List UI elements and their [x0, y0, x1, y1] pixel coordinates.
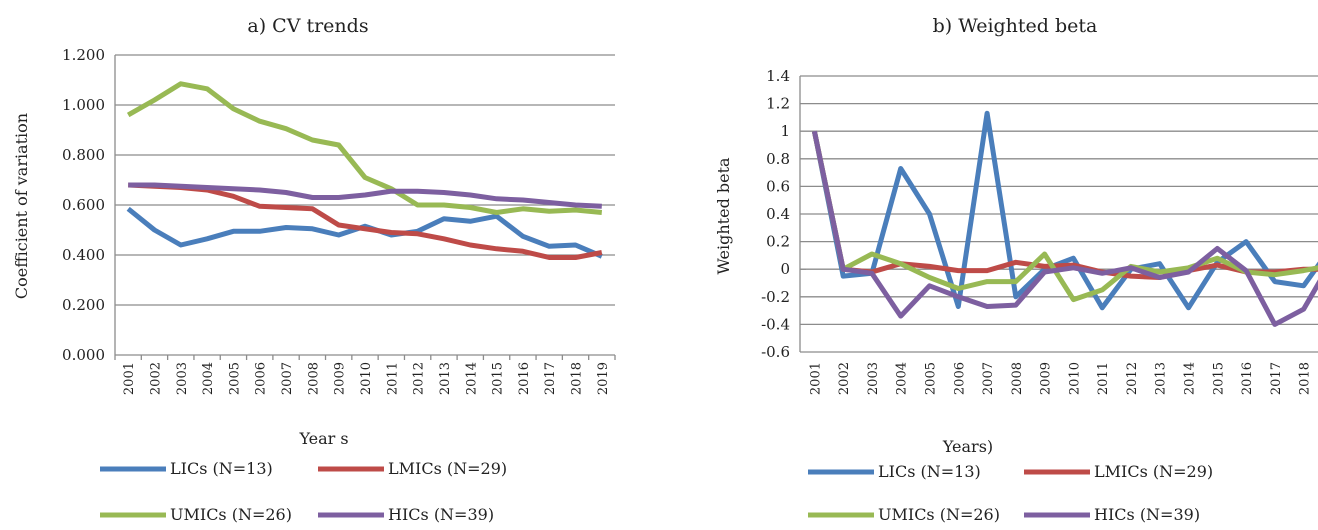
panel-a-y-axis-label: Coefficient of variation	[12, 113, 31, 299]
legend-label: LMICs (N=29)	[1094, 462, 1213, 481]
panel-a-legend: LICs (N=13) LMICs (N=29) UMICs (N=26) HICs …	[100, 459, 507, 524]
y-tick-label: 1.000	[62, 96, 105, 114]
legend-label: UMICs (N=26)	[878, 505, 1000, 524]
legend-label: HICs (N=39)	[388, 505, 494, 524]
y-tick-label: 0.000	[62, 346, 105, 364]
panel-a-x-axis-label: Year s	[298, 429, 348, 448]
y-tick-label: 0.8	[766, 150, 790, 168]
x-tick-label: 2010	[1067, 362, 1082, 395]
panel-b-y-axis-label: Weighted beta	[714, 157, 733, 275]
series-line-hics	[811, 130, 1318, 327]
legend-label: LMICs (N=29)	[388, 459, 507, 478]
x-tick-label: 2013	[438, 362, 453, 395]
x-tick-label: 2018	[1298, 362, 1313, 395]
panel-b-x-tick-labels: 2001 2002 2003 2004 2005 2006 2007 2008 2009 2010…	[808, 362, 1312, 395]
x-tick-label: 2008	[1010, 362, 1025, 395]
y-tick-label: 0	[780, 260, 790, 278]
x-tick-label: 2004	[895, 362, 910, 395]
panel-b-title: b) Weighted beta	[933, 15, 1098, 37]
panel-a-series-lines	[126, 81, 603, 260]
panel-b-legend: LICs (N=13) LMICs (N=29) UMICs (N=26) HICs …	[808, 462, 1213, 524]
y-tick-label: -0.2	[761, 288, 790, 306]
x-tick-label: 2012	[1125, 362, 1140, 395]
y-tick-label: -0.4	[761, 315, 790, 333]
x-tick-label: 2007	[280, 362, 295, 395]
panel-b-weighted-beta: b) Weighted beta -0.6 -0.4 -0.2 0 0.2 0.4 0.6 0…	[714, 15, 1318, 524]
y-tick-label: 0.800	[62, 146, 105, 164]
legend-label: LICs (N=13)	[878, 462, 981, 481]
panel-a-cv-trends: a) CV trends 0.000 0.200 0.400 0.600 0.800 1.…	[12, 15, 616, 524]
y-tick-label: 0.200	[62, 296, 105, 314]
x-tick-label: 2007	[981, 362, 996, 395]
x-tick-label: 2014	[1183, 362, 1198, 395]
panel-b-x-axis-label: Years)	[942, 437, 993, 456]
y-tick-label: 1.4	[766, 67, 790, 85]
x-tick-label: 2017	[543, 362, 558, 395]
legend-label: LICs (N=13)	[170, 459, 273, 478]
panel-a-gridlines	[114, 54, 616, 360]
y-tick-label: 0.6	[766, 177, 790, 195]
panel-a-x-tick-labels: 2001 2002 2003 2004 2005 2006 2007 2008 2009 2010…	[122, 362, 611, 395]
x-tick-label: 2006	[254, 362, 269, 395]
series-line-hics	[128, 182, 602, 209]
y-tick-label: 0.400	[62, 246, 105, 264]
x-tick-label: 2006	[952, 362, 967, 395]
y-tick-label: -0.6	[761, 343, 790, 361]
legend-label: UMICs (N=26)	[170, 505, 292, 524]
x-tick-label: 2009	[1039, 362, 1054, 395]
y-tick-label: 0.600	[62, 196, 105, 214]
x-tick-label: 2019	[596, 362, 611, 395]
x-tick-label: 2013	[1154, 362, 1169, 395]
panel-b-series-lines	[811, 110, 1318, 327]
x-tick-label: 2002	[837, 362, 852, 395]
series-line-lics	[126, 206, 603, 259]
x-tick-label: 2015	[491, 362, 506, 395]
x-tick-label: 2016	[517, 362, 532, 395]
x-tick-label: 2001	[808, 362, 823, 395]
x-tick-label: 2002	[148, 362, 163, 395]
panel-a-y-tick-labels: 0.000 0.200 0.400 0.600 0.800 1.000 1.200	[62, 46, 105, 364]
x-tick-label: 2008	[306, 362, 321, 395]
x-tick-label: 2011	[385, 362, 400, 395]
x-tick-label: 2012	[412, 362, 427, 395]
y-tick-label: 1.200	[62, 46, 105, 64]
x-tick-label: 2004	[201, 362, 216, 395]
x-tick-label: 2001	[122, 362, 137, 395]
x-tick-label: 2018	[570, 362, 585, 395]
y-tick-label: 0.4	[766, 205, 790, 223]
x-tick-label: 2003	[175, 362, 190, 395]
legend-label: HICs (N=39)	[1094, 505, 1200, 524]
panel-b-y-tick-labels: -0.6 -0.4 -0.2 0 0.2 0.4 0.6 0.8 1 1.2 1.4	[761, 67, 790, 361]
panel-b-gridlines	[799, 75, 1318, 353]
y-tick-label: 1	[780, 122, 790, 140]
y-tick-label: 0.2	[766, 233, 790, 251]
series-line-lics	[811, 110, 1318, 311]
x-tick-label: 2014	[464, 362, 479, 395]
x-tick-label: 2005	[227, 362, 242, 395]
y-tick-label: 1.2	[766, 95, 790, 113]
series-line-umics	[126, 81, 603, 215]
x-tick-label: 2016	[1240, 362, 1255, 395]
x-tick-label: 2011	[1096, 362, 1111, 395]
x-tick-label: 2017	[1269, 362, 1284, 395]
x-tick-label: 2015	[1211, 362, 1226, 395]
x-tick-label: 2003	[866, 362, 881, 395]
panel-a-title: a) CV trends	[247, 15, 368, 37]
x-tick-label: 2009	[333, 362, 348, 395]
x-tick-label: 2010	[359, 362, 374, 395]
x-tick-label: 2005	[924, 362, 939, 395]
